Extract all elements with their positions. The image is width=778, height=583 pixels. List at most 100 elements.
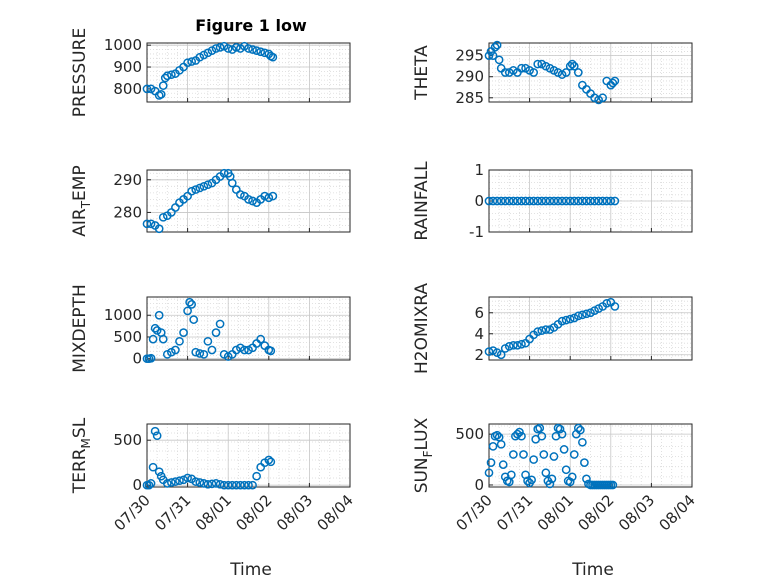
- data-point: [167, 70, 176, 80]
- data-point: [496, 439, 506, 449]
- data-point: [244, 480, 253, 490]
- data-point: [533, 59, 543, 69]
- data-point: [535, 423, 545, 433]
- plot-area: [489, 297, 692, 360]
- x-tick-label: 08/03: [273, 491, 316, 534]
- data-point: [486, 458, 496, 467]
- data-point: [523, 476, 532, 486]
- y-label-suffix: EMP: [70, 165, 90, 201]
- data-point: [598, 196, 608, 206]
- y-label-main: AIR: [70, 208, 90, 237]
- data-point: [195, 349, 205, 358]
- data-point: [215, 479, 225, 489]
- data-point: [244, 195, 253, 204]
- data-point: [492, 40, 502, 50]
- data-point: [144, 480, 154, 490]
- data-point: [582, 309, 591, 319]
- data-point: [610, 76, 620, 86]
- data-point: [266, 457, 276, 467]
- data-point: [199, 350, 209, 359]
- y-tick-label: 4: [474, 325, 484, 343]
- data-point: [541, 325, 551, 334]
- data-point: [515, 427, 524, 437]
- y-label-main: THETA: [412, 45, 432, 101]
- y-axis-label: PRESSURE: [70, 28, 90, 117]
- data-point: [215, 43, 225, 52]
- data-point: [150, 323, 160, 333]
- data-point: [517, 431, 526, 441]
- data-point: [494, 55, 504, 65]
- data-point: [154, 310, 164, 320]
- data-point: [569, 61, 579, 71]
- data-point: [488, 196, 498, 206]
- data-point: [504, 342, 514, 351]
- data-point: [231, 43, 241, 52]
- data-point: [594, 196, 603, 206]
- data-point: [553, 196, 563, 206]
- data-point: [610, 302, 620, 311]
- data-point: [561, 68, 571, 77]
- data-point: [513, 429, 522, 439]
- data-point: [513, 340, 522, 350]
- data-point: [211, 328, 221, 337]
- data-point: [484, 196, 494, 206]
- data-point: [223, 44, 233, 53]
- data-point: [148, 462, 158, 472]
- data-point: [498, 460, 508, 469]
- data-point: [244, 44, 253, 53]
- data-point: [154, 467, 164, 477]
- data-point: [154, 224, 164, 234]
- y-tick-label: 500: [455, 425, 484, 443]
- data-point: [527, 475, 536, 485]
- data-point: [187, 57, 197, 66]
- data-point: [569, 196, 579, 206]
- data-point: [264, 193, 274, 203]
- data-point: [256, 47, 266, 57]
- x-tick-label: 07/31: [493, 491, 536, 534]
- data-point: [582, 474, 591, 484]
- y-axis-label: AIRTEMP: [70, 165, 93, 236]
- data-point: [573, 196, 583, 206]
- data-point: [248, 196, 257, 206]
- data-point: [203, 479, 213, 489]
- x-tick-label: 08/02: [574, 491, 617, 534]
- data-point: [529, 455, 539, 464]
- data-point: [171, 345, 180, 355]
- axes-box: [488, 296, 693, 361]
- y-label-subscript: F: [421, 450, 435, 457]
- data-point: [199, 479, 209, 488]
- data-point: [248, 45, 257, 54]
- data-point: [152, 431, 162, 441]
- data-point: [215, 319, 225, 329]
- data-point: [529, 68, 539, 77]
- y-tick-label: 290: [455, 68, 484, 86]
- data-point: [537, 196, 547, 206]
- y-label-suffix: SL: [70, 417, 90, 438]
- y-label-main: TERR: [70, 448, 90, 494]
- data-point: [598, 93, 608, 103]
- data-point: [189, 315, 199, 324]
- data-point: [573, 311, 583, 321]
- data-point: [146, 479, 156, 488]
- data-point: [484, 51, 494, 60]
- data-point: [211, 44, 221, 53]
- data-point: [207, 479, 217, 489]
- data-point: [513, 196, 522, 206]
- data-point: [578, 310, 587, 320]
- data-point: [541, 196, 551, 206]
- data-point: [260, 191, 270, 201]
- data-point: [191, 347, 201, 357]
- data-point: [167, 478, 176, 487]
- x-tick-label: 08/03: [615, 491, 658, 534]
- data-point: [537, 326, 547, 335]
- data-point: [175, 336, 184, 346]
- data-point: [150, 426, 160, 436]
- data-point: [148, 334, 158, 344]
- y-tick-label: 1000: [104, 36, 142, 54]
- data-point: [171, 477, 180, 486]
- data-point: [183, 58, 192, 68]
- data-point: [185, 297, 194, 307]
- data-point: [240, 345, 249, 355]
